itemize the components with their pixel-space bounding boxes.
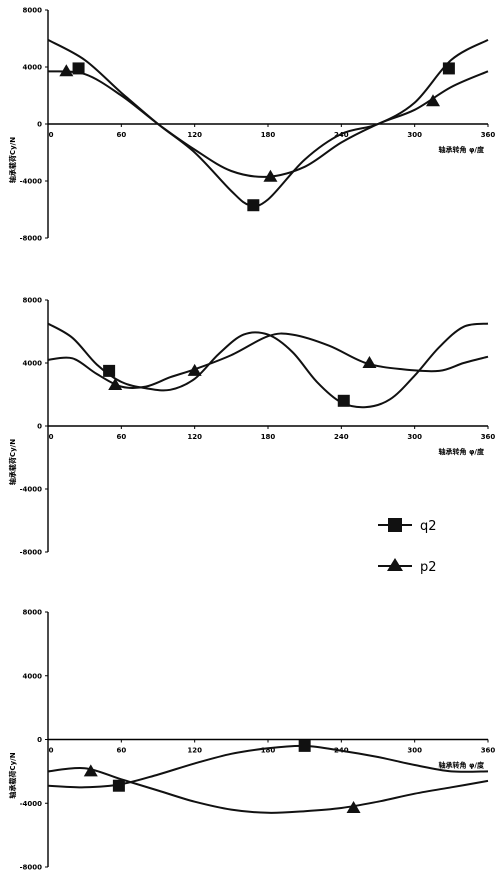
- chart-panel-2: 8000 4000 0 -4000 -8000 0 60 120 180 240 300 360 轴承转…: [8, 297, 495, 557]
- x-tick-label: 60: [116, 433, 126, 441]
- series-p2-marker: [83, 764, 98, 777]
- series-p2-marker: [59, 64, 74, 77]
- x-tick-label: 0: [49, 131, 54, 139]
- y-tick-label: -8000: [20, 235, 43, 243]
- series-q2-marker: [103, 364, 116, 377]
- legend-p2-label: p2: [420, 560, 437, 575]
- y-tick-label: 8000: [23, 297, 43, 305]
- x-tick-label: 60: [116, 747, 126, 755]
- series-p2-line: [47, 332, 489, 389]
- x-axis-label: 轴承转角 φ/度: [439, 761, 485, 770]
- x-tick-label: 300: [407, 433, 422, 441]
- x-tick-label: 120: [187, 131, 202, 139]
- series-p2-marker: [362, 356, 377, 368]
- x-tick-label: 120: [187, 433, 202, 441]
- x-tick-label: 360: [481, 747, 496, 755]
- y-tick-label: 0: [37, 423, 42, 431]
- x-tick-label: 60: [116, 131, 126, 139]
- y-axis-label: 轴承载荷Cy/N: [8, 439, 17, 485]
- y-tick-label: 4000: [23, 360, 43, 368]
- x-tick-label: 300: [407, 747, 422, 755]
- series-p2-marker: [187, 363, 202, 376]
- x-tick-label: 180: [261, 131, 276, 139]
- series-q2-line: [47, 322, 489, 409]
- x-axis-label: 轴承转角 φ/度: [439, 447, 485, 456]
- x-tick-label: 240: [334, 433, 349, 441]
- series-p2-marker: [263, 169, 278, 182]
- series-q2-marker: [337, 394, 350, 407]
- x-tick-label: 360: [481, 131, 496, 139]
- legend-q2-label: q2: [420, 519, 437, 534]
- y-tick-label: 0: [37, 736, 42, 744]
- y-tick-label: 0: [37, 121, 42, 129]
- y-tick-label: -8000: [20, 549, 43, 557]
- x-tick-label: 300: [407, 131, 422, 139]
- x-axis-label: 轴承转角 φ/度: [439, 145, 485, 154]
- series-p2-marker: [346, 801, 361, 814]
- series-p2-marker: [108, 378, 123, 391]
- series-q2-marker: [247, 199, 260, 212]
- y-axis-label: 轴承载荷Cy/N: [8, 137, 17, 183]
- series-q2-marker: [298, 739, 311, 752]
- legend: q2 p2: [378, 518, 437, 575]
- y-tick-label: 4000: [23, 64, 43, 72]
- x-tick-label: 180: [261, 433, 276, 441]
- x-tick-label: 120: [187, 747, 202, 755]
- legend-q2-marker: [388, 518, 402, 532]
- y-tick-label: -4000: [20, 486, 43, 494]
- y-axis-label: 轴承载荷Cy/N: [8, 752, 17, 798]
- x-tick-label: 0: [49, 747, 54, 755]
- x-tick-label: 360: [481, 433, 496, 441]
- y-tick-label: -4000: [20, 178, 43, 186]
- y-tick-label: -4000: [20, 800, 43, 808]
- legend-p2-marker: [387, 558, 403, 571]
- y-tick-label: -8000: [20, 864, 43, 872]
- series-q2-marker: [112, 779, 125, 792]
- y-tick-label: 8000: [23, 609, 43, 617]
- series-p2-marker: [426, 94, 440, 107]
- y-tick-label: 4000: [23, 672, 43, 680]
- series-p2-line: [47, 766, 489, 814]
- x-tick-label: 0: [49, 433, 54, 441]
- series-q2-marker: [442, 62, 455, 75]
- y-tick-label: 8000: [23, 7, 43, 15]
- x-tick-label: 180: [261, 747, 276, 755]
